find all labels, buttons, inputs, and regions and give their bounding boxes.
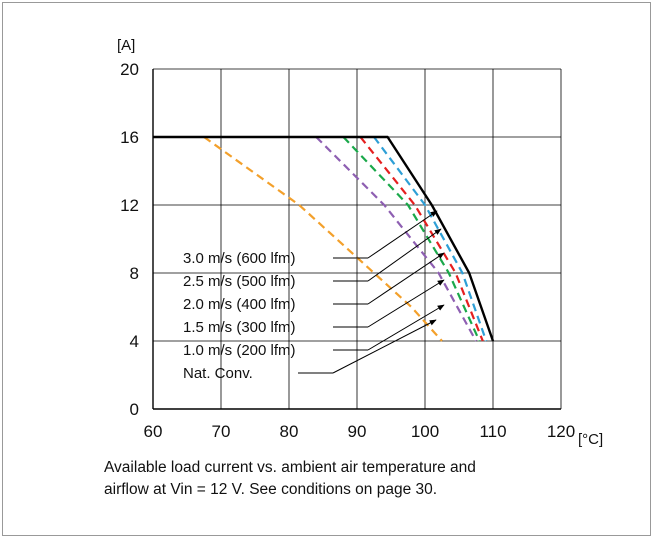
x-tick-label-100: 100 — [411, 422, 439, 441]
caption-line-2: airflow at Vin = 12 V. See conditions on… — [104, 481, 438, 498]
series-line-3 — [342, 136, 481, 342]
legend-label-3: 1.5 m/s (300 lfm) — [183, 319, 296, 336]
y-tick-label-0: 0 — [130, 400, 139, 419]
legend-label-2: 2.0 m/s (400 lfm) — [183, 296, 296, 313]
series-line-0 — [153, 135, 495, 342]
y-tick-label-16: 16 — [120, 128, 139, 147]
legend-leader-arrow-5 — [332, 319, 437, 374]
legend-leader-arrow-1 — [367, 228, 442, 282]
x-tick-label-90: 90 — [348, 422, 367, 441]
y-tick-label-4: 4 — [130, 332, 139, 351]
x-tick-label-110: 110 — [479, 422, 506, 441]
legend-leader-arrow-3 — [367, 279, 445, 328]
series-line-2 — [359, 136, 484, 342]
series-line-4 — [315, 136, 477, 342]
x-axis-unit-label: [°C] — [578, 431, 603, 448]
x-tick-label-60: 60 — [144, 422, 163, 441]
legend-leader-arrow-0 — [367, 210, 438, 259]
y-tick-label-20: 20 — [120, 60, 139, 79]
caption-line-1: Available load current vs. ambient air t… — [104, 459, 476, 476]
legend-leader-arrow-2 — [367, 252, 445, 305]
y-axis-unit-label: [A] — [117, 37, 135, 54]
x-tick-label-70: 70 — [212, 422, 231, 441]
legend-label-1: 2.5 m/s (500 lfm) — [183, 273, 296, 290]
legend-label-0: 3.0 m/s (600 lfm) — [183, 250, 296, 267]
legend-label-5: Nat. Conv. — [183, 365, 253, 382]
x-tick-label-80: 80 — [280, 422, 299, 441]
figure-frame — [2, 2, 651, 536]
legend-leader-arrow-4 — [367, 304, 445, 351]
y-tick-label-12: 12 — [120, 196, 139, 215]
legend-label-4: 1.0 m/s (200 lfm) — [183, 342, 296, 359]
y-tick-label-8: 8 — [130, 264, 139, 283]
x-tick-label-120: 120 — [547, 422, 575, 441]
figure-caption: Available load current vs. ambient air t… — [104, 457, 604, 501]
series-line-1 — [373, 136, 488, 342]
